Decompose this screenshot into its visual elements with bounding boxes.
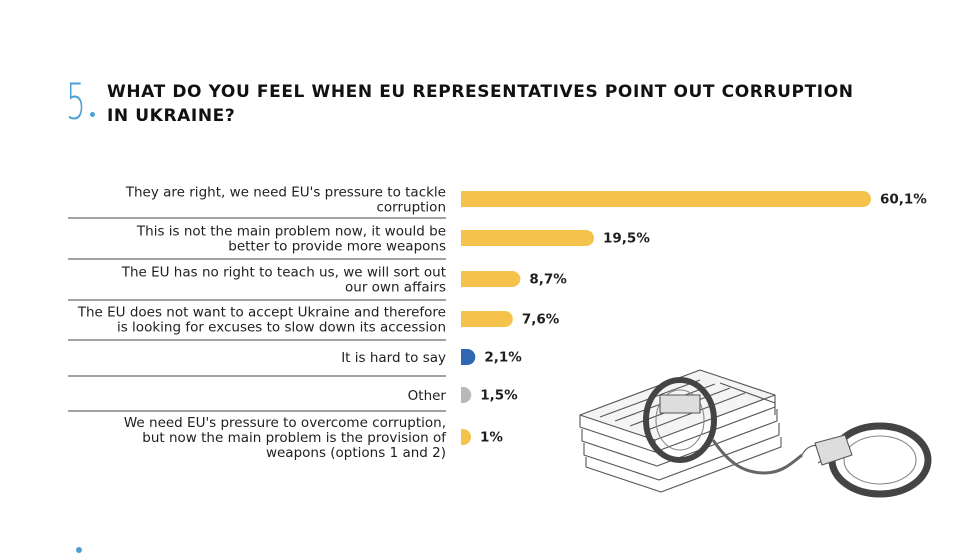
question-number: 5: [66, 73, 86, 131]
category-label: is looking for excuses to slow down its …: [117, 320, 446, 336]
category-label: corruption: [376, 200, 446, 216]
page-marker-dot: [76, 547, 82, 553]
value-label: 60,1%: [880, 192, 927, 208]
category-label: We need EU's pressure to overcome corrup…: [124, 415, 446, 431]
value-label: 19,5%: [603, 231, 650, 247]
value-label: 1%: [480, 430, 503, 446]
value-label: 1,5%: [480, 388, 518, 404]
bar: [461, 271, 521, 287]
category-label: Other: [408, 388, 447, 404]
category-label: weapons (options 1 and 2): [266, 445, 446, 461]
bar: [461, 191, 871, 207]
bar: [461, 387, 472, 403]
category-label: The EU has no right to teach us, we will…: [121, 265, 446, 281]
bar: [461, 349, 476, 365]
category-label: It is hard to say: [341, 350, 446, 366]
bar: [461, 230, 595, 246]
category-label: The EU does not want to accept Ukraine a…: [77, 305, 446, 321]
value-label: 7,6%: [522, 312, 560, 328]
cash-and-handcuffs-illustration: [579, 369, 932, 498]
category-label: This is not the main problem now, it wou…: [136, 224, 446, 240]
value-label: 2,1%: [484, 350, 522, 366]
category-label: our own affairs: [345, 280, 446, 296]
value-label: 8,7%: [529, 272, 567, 288]
bar: [461, 311, 513, 327]
category-label: but now the main problem is the provisio…: [142, 430, 447, 446]
category-label: They are right, we need EU's pressure to…: [125, 185, 446, 201]
category-label: better to provide more weapons: [228, 239, 446, 255]
question-title: What do you feel when EU representatives…: [107, 82, 854, 126]
bar: [461, 429, 471, 445]
question-number-dot: [90, 112, 95, 117]
